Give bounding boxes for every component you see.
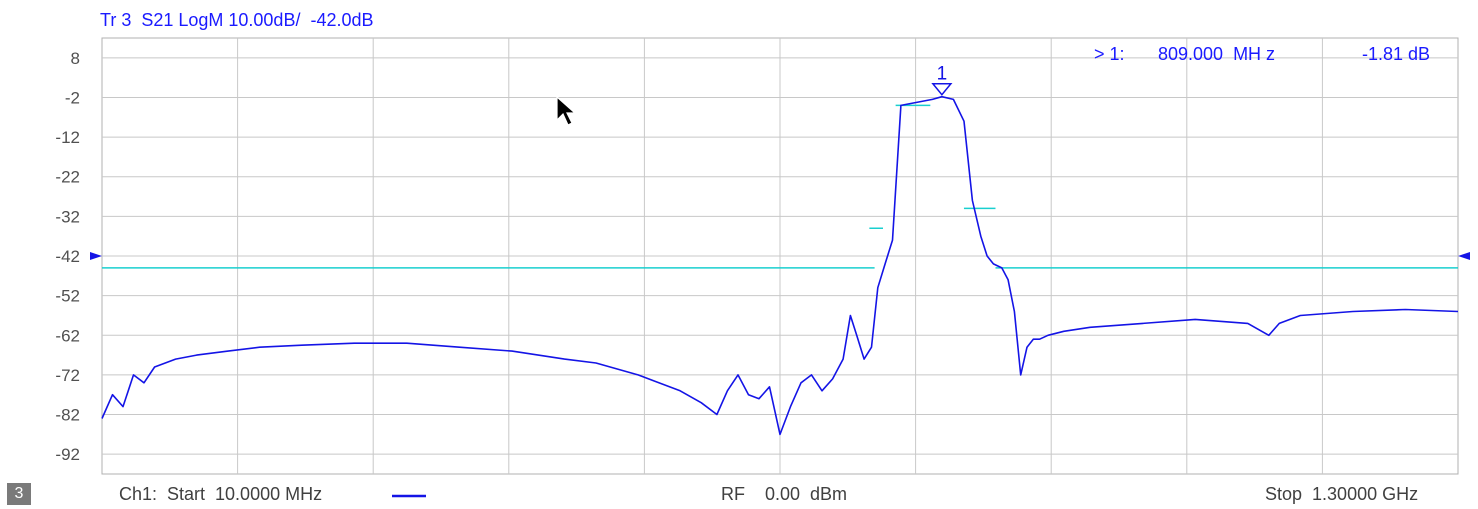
marker-1: 1 (931, 64, 953, 96)
grid-lines (102, 38, 1458, 474)
reference-level-arrows (90, 252, 1470, 260)
trace-title[interactable]: Tr 3 S21 LogM 10.00dB/ -42.0dB (100, 10, 374, 30)
y-tick-label: -82 (55, 406, 80, 425)
y-tick-label: -32 (55, 207, 80, 226)
y-tick-label: -42 (55, 247, 80, 266)
y-tick-label: 8 (71, 49, 80, 68)
y-tick-label: -22 (55, 168, 80, 187)
stop-frequency[interactable]: Stop 1.30000 GHz (1265, 484, 1419, 504)
marker-frequency: 809.000 MH z (1158, 44, 1276, 64)
y-tick-label: -12 (55, 128, 80, 147)
mouse-pointer-icon (556, 96, 577, 126)
trace-series (101, 95, 1459, 436)
y-axis-labels: 8 -2 -12 -22 -32 -42 -52 -62 -72 -82 -92 (55, 49, 80, 464)
trace-legend-icon (392, 494, 426, 498)
channel-badge[interactable]: 3 (7, 483, 31, 505)
marker-prefix: > 1: (1094, 44, 1125, 64)
marker-value: -1.81 dB (1362, 44, 1431, 64)
start-frequency[interactable]: Ch1: Start 10.0000 MHz (119, 484, 323, 504)
reference-arrow-left-icon (90, 252, 102, 260)
reference-arrow-right-icon (1458, 252, 1470, 260)
y-tick-label: -92 (55, 445, 80, 464)
y-tick-label: -62 (55, 326, 80, 345)
trace-line (101, 95, 1459, 436)
marker-number: 1 (937, 64, 948, 85)
y-tick-label: -72 (55, 366, 80, 385)
rf-power[interactable]: RF 0.00 dBm (721, 484, 848, 504)
y-tick-label: -52 (55, 287, 80, 306)
limit-lines (102, 104, 1458, 269)
y-tick-label: -2 (65, 88, 80, 107)
marker-triangle-icon (931, 82, 953, 96)
